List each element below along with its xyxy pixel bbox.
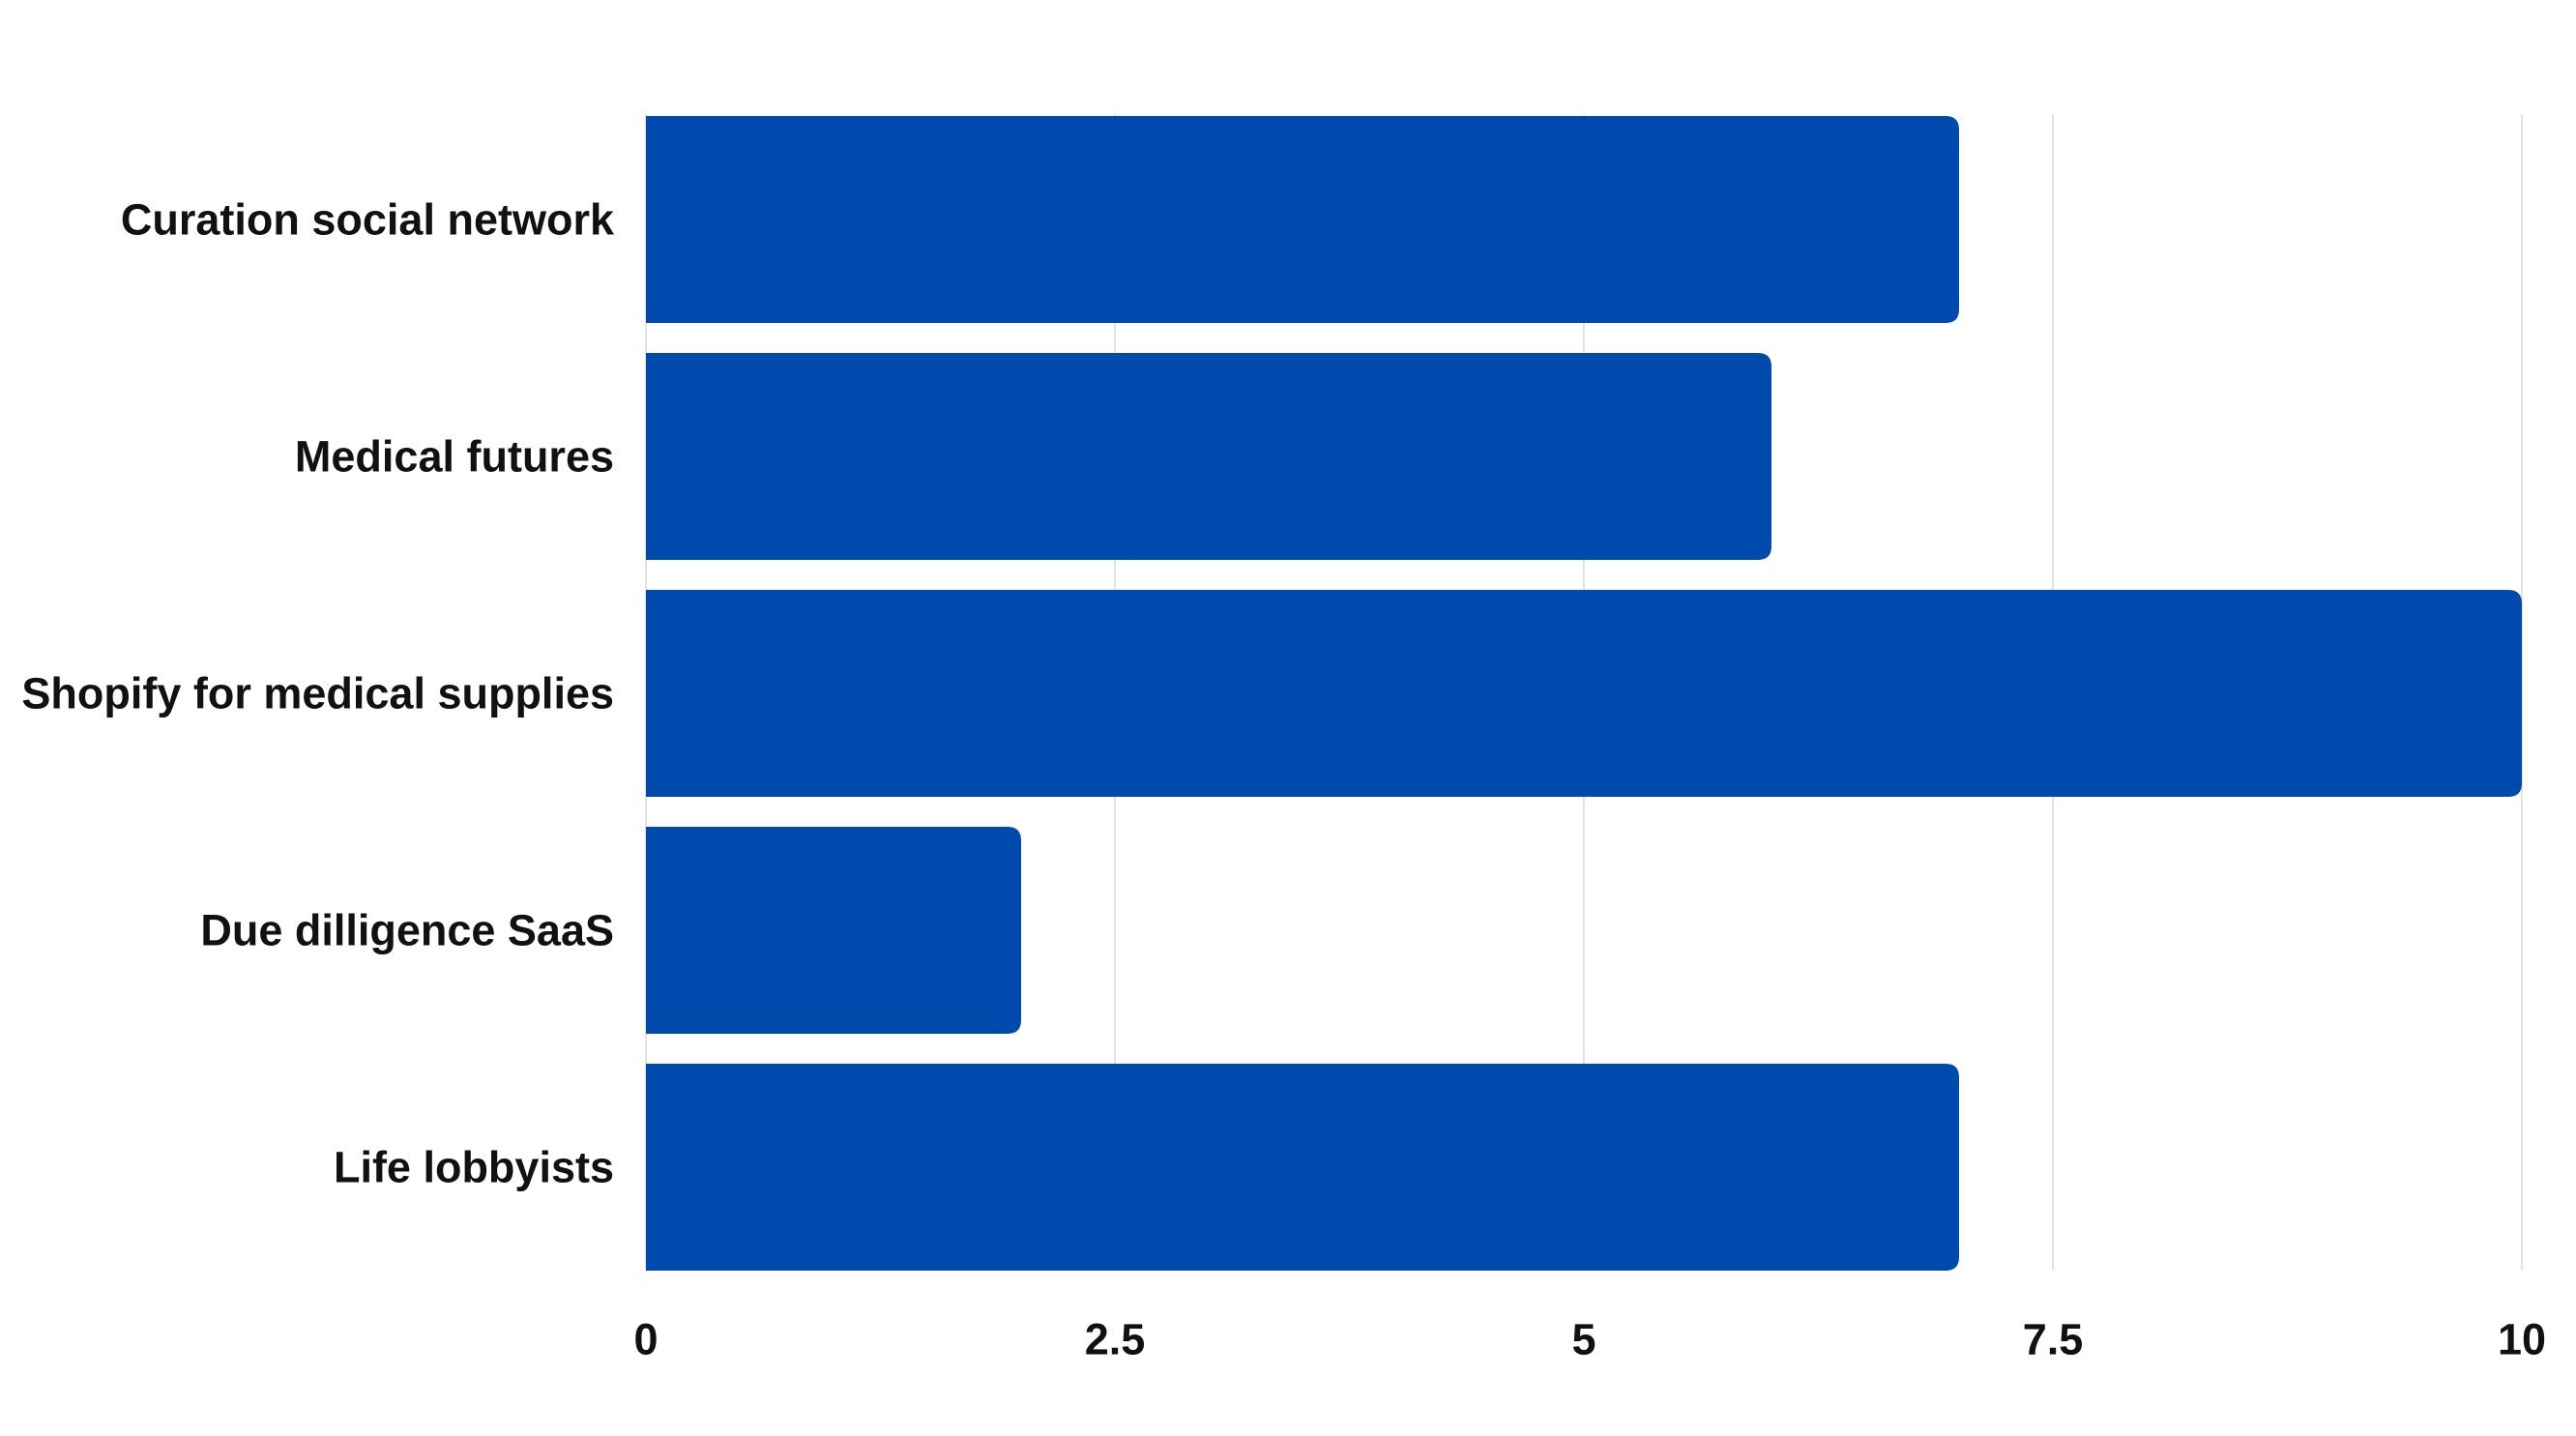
x-tick-label-2-5: 2.5 [1085, 1315, 1146, 1364]
category-label-curation-social-network: Curation social network [121, 195, 615, 245]
bar-medical-futures [646, 353, 1771, 560]
category-labels: Curation social network Medical futures Sh… [21, 195, 615, 1192]
x-tick-label-0: 0 [633, 1315, 658, 1364]
x-tick-label-7-5: 7.5 [2023, 1315, 2084, 1364]
bar-shopify-for-medical-supplies [646, 590, 2522, 797]
category-label-life-lobbyists: Life lobbyists [334, 1143, 614, 1192]
bars [646, 116, 2522, 1271]
bar-curation-social-network [646, 116, 1959, 323]
x-tick-label-10: 10 [2498, 1315, 2546, 1364]
x-tick-label-5: 5 [1571, 1315, 1595, 1364]
bar-life-lobbyists [646, 1064, 1959, 1271]
category-label-medical-futures: Medical futures [295, 432, 614, 482]
x-axis-tick-labels: 0 2.5 5 7.5 10 [633, 1315, 2546, 1364]
category-label-shopify-for-medical-supplies: Shopify for medical supplies [21, 669, 614, 718]
bar-due-dilligence-saas [646, 827, 1021, 1034]
category-label-due-dilligence-saas: Due dilligence SaaS [200, 906, 614, 955]
